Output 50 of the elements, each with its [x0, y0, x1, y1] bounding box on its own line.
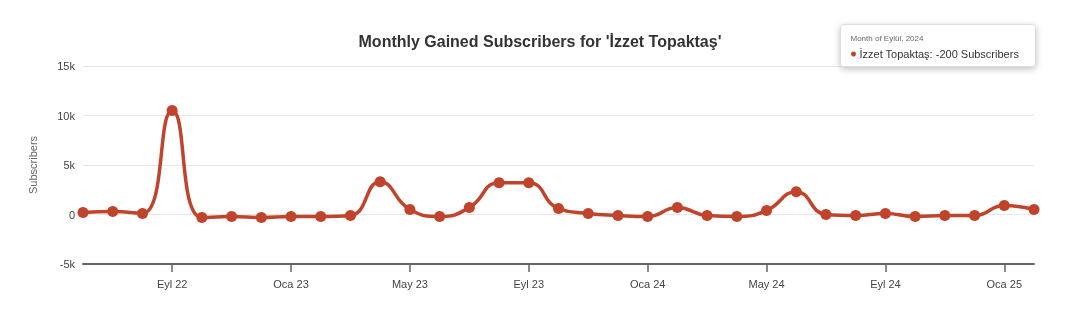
x-tick-label: Oca 24 [629, 277, 666, 290]
x-tick-label: Eyl 24 [870, 277, 901, 290]
point [493, 177, 505, 189]
point [939, 209, 951, 221]
point [998, 200, 1010, 212]
x-tick-label: Oca 23 [273, 277, 309, 290]
point [820, 209, 832, 220]
x-tick-label: May 23 [391, 277, 428, 290]
point [434, 210, 446, 222]
point [582, 208, 594, 220]
point [255, 211, 267, 223]
point [166, 105, 178, 117]
text: Month of Eylül, 2024 [850, 34, 924, 43]
point [671, 202, 683, 214]
point [850, 209, 862, 221]
point [642, 210, 654, 222]
point [790, 186, 802, 198]
point [1028, 204, 1040, 216]
y-tick-label: 0 [68, 208, 75, 221]
y-tick-label: -5k [59, 258, 76, 270]
point [315, 210, 327, 222]
point [701, 209, 713, 221]
point [107, 206, 119, 218]
point [374, 176, 386, 188]
y-axis-title: Subscribers [26, 135, 39, 195]
text: İzzet Topaktaş: -200 Subscribers [859, 48, 1020, 60]
point [136, 208, 148, 220]
y-tick-label: 10k [57, 109, 76, 122]
point [463, 202, 475, 214]
point [553, 203, 564, 215]
point [344, 209, 356, 221]
point [404, 204, 416, 216]
x-tick-label: Eyl 23 [513, 277, 545, 290]
point [761, 205, 773, 217]
chart-title: Monthly Gained Subscribers for 'İzzet Topaktaş' [358, 32, 722, 50]
y-tick-label: 5k [63, 159, 76, 171]
point [196, 211, 208, 223]
point [879, 208, 891, 220]
point [226, 210, 238, 222]
point [77, 207, 89, 219]
x-tick-label: Eyl 22 [156, 277, 188, 290]
point [285, 210, 297, 222]
point [523, 177, 535, 189]
y-tick-label: 15k [57, 60, 76, 72]
point [612, 209, 624, 221]
point [969, 209, 981, 221]
point [909, 210, 921, 222]
x-tick-label: May 24 [748, 277, 785, 290]
x-tick-label: Oca 25 [986, 277, 1023, 290]
point [731, 210, 743, 222]
